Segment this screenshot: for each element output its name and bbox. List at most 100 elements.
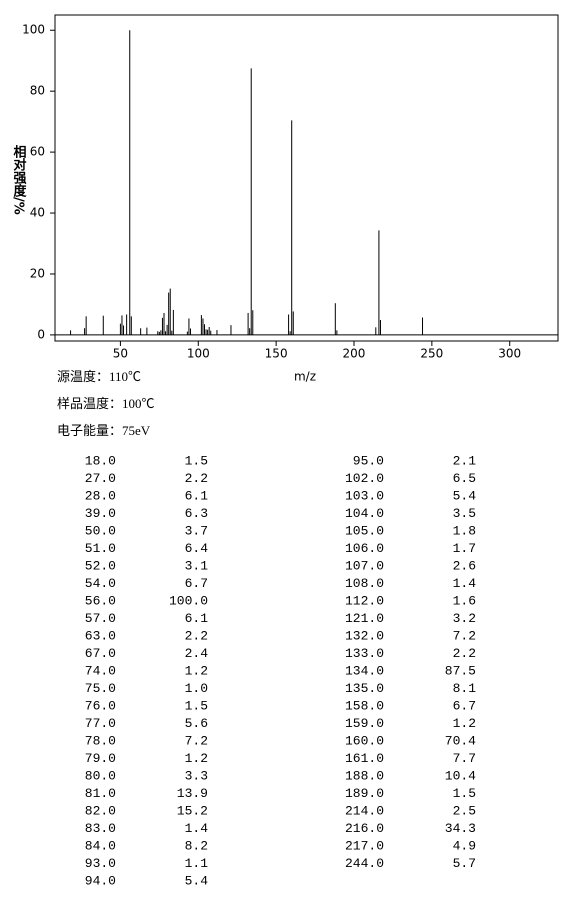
table-intensity: 1.5 (185, 453, 208, 468)
table-intensity: 1.0 (185, 681, 208, 696)
table-intensity: 2.6 (453, 558, 476, 573)
table-mz: 134.0 (345, 663, 384, 678)
table-intensity: 1.5 (185, 698, 208, 713)
table-mz: 18.0 (85, 453, 116, 468)
table-mz: 189.0 (345, 786, 384, 801)
table-intensity: 6.4 (185, 541, 209, 556)
table-mz: 188.0 (345, 768, 384, 783)
table-intensity: 5.4 (185, 873, 209, 888)
table-intensity: 2.5 (453, 803, 476, 818)
table-mz: 27.0 (85, 471, 116, 486)
table-intensity: 100.0 (169, 593, 208, 608)
table-intensity: 1.5 (453, 786, 476, 801)
table-mz: 94.0 (85, 873, 116, 888)
table-intensity: 8.2 (185, 838, 208, 853)
table-mz: 132.0 (345, 628, 384, 643)
table-mz: 50.0 (85, 523, 116, 538)
table-mz: 77.0 (85, 716, 116, 731)
table-mz: 108.0 (345, 576, 384, 591)
y-axis-label: 相对强度/% (11, 144, 27, 214)
table-mz: 76.0 (85, 698, 116, 713)
condition: 电子能量：75eV (57, 423, 151, 438)
table-intensity: 6.7 (453, 698, 476, 713)
table-intensity: 3.1 (185, 558, 209, 573)
table-intensity: 1.7 (453, 541, 476, 556)
table-mz: 75.0 (85, 681, 116, 696)
table-intensity: 6.3 (185, 506, 208, 521)
table-intensity: 2.2 (185, 628, 208, 643)
table-intensity: 5.7 (453, 856, 476, 871)
table-intensity: 87.5 (445, 663, 476, 678)
table-intensity: 5.6 (185, 716, 208, 731)
table-intensity: 2.1 (453, 453, 477, 468)
table-intensity: 3.3 (185, 768, 208, 783)
table-intensity: 70.4 (445, 733, 476, 748)
table-intensity: 6.7 (185, 576, 208, 591)
table-intensity: 34.3 (445, 821, 476, 836)
table-mz: 28.0 (85, 488, 116, 503)
table-mz: 51.0 (85, 541, 116, 556)
table-mz: 160.0 (345, 733, 384, 748)
table-mz: 83.0 (85, 821, 116, 836)
table-intensity: 1.2 (185, 751, 208, 766)
table-mz: 54.0 (85, 576, 116, 591)
table-mz: 82.0 (85, 803, 116, 818)
table-mz: 159.0 (345, 716, 384, 731)
table-intensity: 7.7 (453, 751, 476, 766)
table-mz: 135.0 (345, 681, 384, 696)
table-intensity: 2.2 (185, 471, 208, 486)
table-intensity: 10.4 (445, 768, 476, 783)
condition: 源温度：110℃ (57, 369, 141, 384)
table-intensity: 1.4 (453, 576, 477, 591)
table-mz: 81.0 (85, 786, 116, 801)
y-tick-label: 60 (30, 145, 45, 159)
table-intensity: 2.2 (453, 646, 476, 661)
table-intensity: 5.4 (453, 488, 477, 503)
table-mz: 95.0 (353, 453, 384, 468)
table-mz: 112.0 (345, 593, 384, 608)
y-tick-label: 80 (30, 84, 45, 98)
table-mz: 158.0 (345, 698, 384, 713)
table-mz: 67.0 (85, 646, 116, 661)
table-mz: 107.0 (345, 558, 384, 573)
table-intensity: 3.7 (185, 523, 208, 538)
table-intensity: 1.6 (453, 593, 476, 608)
table-mz: 74.0 (85, 663, 116, 678)
x-tick-label: 150 (265, 347, 288, 361)
table-intensity: 1.2 (185, 663, 208, 678)
plot-frame (54, 14, 559, 342)
table-intensity: 15.2 (177, 803, 208, 818)
table-intensity: 4.9 (453, 838, 476, 853)
y-tick-label: 20 (30, 266, 45, 280)
table-intensity: 2.4 (185, 646, 209, 661)
table-intensity: 6.1 (185, 488, 209, 503)
x-axis-label: m/z (294, 370, 316, 384)
table-mz: 56.0 (85, 593, 116, 608)
table-mz: 133.0 (345, 646, 384, 661)
x-tick-label: 200 (343, 347, 366, 361)
table-intensity: 8.1 (453, 681, 477, 696)
table-intensity: 6.1 (185, 611, 209, 626)
table-mz: 217.0 (345, 838, 384, 853)
table-mz: 244.0 (345, 856, 384, 871)
table-mz: 52.0 (85, 558, 116, 573)
y-tick-label: 0 (37, 327, 45, 341)
table-mz: 161.0 (345, 751, 384, 766)
table-mz: 106.0 (345, 541, 384, 556)
table-mz: 39.0 (85, 506, 116, 521)
table-intensity: 1.2 (453, 716, 476, 731)
y-tick-label: 40 (30, 206, 45, 220)
table-mz: 105.0 (345, 523, 384, 538)
table-mz: 57.0 (85, 611, 116, 626)
table-mz: 102.0 (345, 471, 384, 486)
x-tick-label: 250 (420, 347, 443, 361)
table-mz: 104.0 (345, 506, 384, 521)
table-intensity: 7.2 (185, 733, 208, 748)
table-mz: 78.0 (85, 733, 116, 748)
table-intensity: 3.2 (453, 611, 476, 626)
table-mz: 84.0 (85, 838, 116, 853)
table-intensity: 1.1 (185, 856, 209, 871)
table-intensity: 7.2 (453, 628, 476, 643)
table-mz: 214.0 (345, 803, 384, 818)
